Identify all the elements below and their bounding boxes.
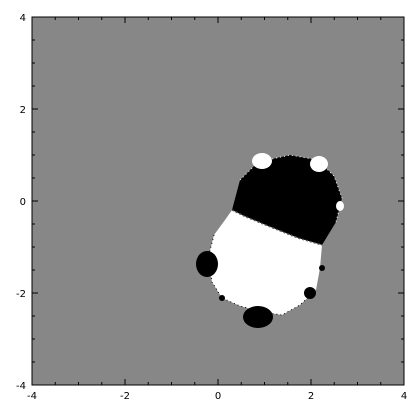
fractal-dark-region	[232, 155, 342, 245]
y-tick-label: -2	[16, 289, 26, 300]
y-tick-label: 2	[20, 105, 26, 116]
x-tick-label: 4	[401, 391, 407, 402]
x-tick-label: -4	[27, 391, 37, 402]
fractal-bulb	[252, 153, 272, 169]
x-axis: -4 -2 0 2 4	[27, 17, 407, 402]
fractal-light-region	[208, 210, 322, 315]
x-tick-label: -2	[120, 391, 130, 402]
y-axis: 4 2 0 -2 -4	[16, 13, 404, 392]
y-tick-label: 4	[20, 13, 26, 24]
x-tick-label: 2	[308, 391, 314, 402]
fractal-shape	[196, 153, 344, 328]
fractal-bulb	[196, 251, 218, 277]
x-tick-label: 0	[215, 391, 221, 402]
fractal-edge	[231, 209, 323, 246]
fractal-bulb	[319, 265, 325, 271]
plot-area	[32, 17, 404, 385]
fractal-bulb	[310, 156, 328, 172]
y-tick-label: 0	[20, 197, 26, 208]
fractal-bulb	[304, 287, 316, 299]
fractal-bulb	[219, 295, 225, 301]
y-tick-label: -4	[16, 381, 26, 392]
fractal-edge	[239, 154, 343, 223]
fractal-bulb	[243, 306, 273, 328]
